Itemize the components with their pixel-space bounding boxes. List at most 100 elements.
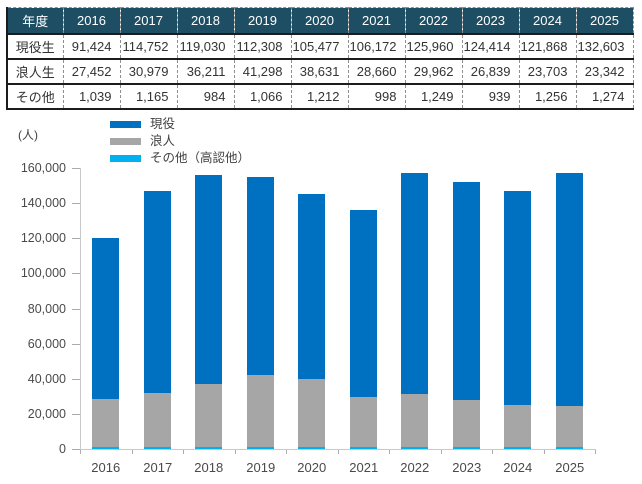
table-header-year: 2023 bbox=[462, 7, 520, 35]
x-axis-tick bbox=[544, 450, 545, 454]
table-cell: 998 bbox=[348, 83, 406, 110]
table-cell: 1,274 bbox=[576, 83, 634, 110]
x-axis-label: 2020 bbox=[297, 460, 327, 475]
bar-segment bbox=[504, 405, 531, 447]
x-axis-label: 2025 bbox=[555, 460, 585, 475]
y-axis-tick bbox=[72, 168, 80, 169]
y-axis-tick bbox=[72, 379, 80, 380]
table-row-label: 浪人生 bbox=[7, 58, 64, 85]
table-cell: 121,868 bbox=[519, 33, 577, 60]
table-row: その他 1,039 1,165 984 1,066 1,212 998 1,249 939 1,2… bbox=[7, 83, 634, 110]
x-axis-tick bbox=[286, 450, 287, 454]
legend-swatch bbox=[110, 137, 141, 145]
table-cell: 106,172 bbox=[348, 33, 406, 60]
bar-segment bbox=[556, 172, 583, 406]
x-axis-tick bbox=[183, 450, 184, 454]
bar-segment bbox=[350, 396, 377, 448]
x-axis-line bbox=[80, 449, 596, 450]
legend-item: その他（高認他） bbox=[110, 152, 350, 164]
y-axis-tick bbox=[72, 273, 80, 274]
y-axis-unit-label: (人) bbox=[18, 128, 38, 142]
table-cell: 1,256 bbox=[519, 83, 577, 110]
chart-legend: 現役浪人その他（高認他） bbox=[110, 118, 350, 169]
table-cell: 41,298 bbox=[234, 58, 292, 85]
x-axis-tick bbox=[80, 450, 81, 454]
table-cell: 30,979 bbox=[120, 58, 178, 85]
x-axis-label: 2016 bbox=[91, 460, 121, 475]
x-axis-tick bbox=[132, 450, 133, 454]
legend-label: 浪人 bbox=[150, 134, 176, 148]
table-cell: 1,249 bbox=[405, 83, 463, 110]
table-body: 現役生 91,424 114,752 119,030 112,308 105,477 106… bbox=[7, 33, 634, 110]
y-axis-tick-label: 0 bbox=[59, 442, 66, 456]
table-header-row: 年度 2016 2017 2018 2019 2020 2021 2022 2023 2024 20… bbox=[7, 7, 634, 35]
bar-segment bbox=[195, 447, 222, 449]
x-axis-label: 2019 bbox=[246, 460, 276, 475]
table-cell: 112,308 bbox=[234, 33, 292, 60]
table-cell: 114,752 bbox=[120, 33, 178, 60]
legend-item: 浪人 bbox=[110, 135, 350, 147]
table-header-year: 2017 bbox=[120, 7, 178, 35]
table-cell: 125,960 bbox=[405, 33, 463, 60]
table-cell: 1,165 bbox=[120, 83, 178, 110]
bar-segment bbox=[453, 447, 480, 449]
y-axis-tick bbox=[72, 238, 80, 239]
table-head: 年度 2016 2017 2018 2019 2020 2021 2022 2023 2024 20… bbox=[7, 7, 634, 35]
year-data-table: 年度 2016 2017 2018 2019 2020 2021 2022 2023 2024 20… bbox=[6, 7, 634, 110]
bar-segment bbox=[247, 374, 274, 448]
table-header-year: 2018 bbox=[177, 7, 235, 35]
table-cell: 939 bbox=[462, 83, 520, 110]
x-axis-tick bbox=[492, 450, 493, 454]
table-cell: 23,703 bbox=[519, 58, 577, 85]
table-header-year-label: 年度 bbox=[7, 7, 64, 35]
bar-segment bbox=[298, 193, 325, 379]
y-axis-tick-label: 40,000 bbox=[27, 372, 66, 386]
bar-segment bbox=[453, 181, 480, 401]
table-cell: 38,631 bbox=[291, 58, 349, 85]
legend-label: その他（高認他） bbox=[150, 151, 251, 165]
legend-swatch bbox=[110, 120, 141, 128]
bar-segment bbox=[350, 447, 377, 449]
y-axis-tick-label: 120,000 bbox=[20, 231, 66, 245]
bar-segment bbox=[556, 446, 583, 449]
table-header-year: 2021 bbox=[348, 7, 406, 35]
table-cell: 119,030 bbox=[177, 33, 235, 60]
y-axis-line bbox=[80, 168, 81, 449]
table-row: 浪人生 27,452 30,979 36,211 41,298 38,631 28,660 2… bbox=[7, 58, 634, 85]
table-header-year: 2024 bbox=[519, 7, 577, 35]
bar-segment bbox=[144, 447, 171, 449]
bar-segment bbox=[144, 392, 171, 447]
y-axis-tick-label: 80,000 bbox=[27, 302, 66, 316]
table-cell: 23,342 bbox=[576, 58, 634, 85]
y-axis-tick-label: 140,000 bbox=[20, 196, 66, 210]
bar-segment bbox=[92, 399, 119, 448]
x-axis-label: 2017 bbox=[143, 460, 173, 475]
x-axis-label: 2023 bbox=[452, 460, 482, 475]
table-cell: 984 bbox=[177, 83, 235, 110]
legend-label: 現役 bbox=[150, 117, 176, 131]
table-cell: 91,424 bbox=[63, 33, 121, 60]
y-axis-tick bbox=[72, 309, 80, 310]
table-header-year: 2019 bbox=[234, 7, 292, 35]
x-axis-label: 2022 bbox=[400, 460, 430, 475]
x-axis-label: 2018 bbox=[194, 460, 224, 475]
bar-segment bbox=[195, 383, 222, 448]
table-cell: 36,211 bbox=[177, 58, 235, 85]
y-axis-tick-label: 20,000 bbox=[27, 407, 66, 421]
stacked-bar-chart: (人) 現役浪人その他（高認他） 0 20,000 40,000 60,000 80,0… bbox=[0, 110, 642, 484]
bar-segment bbox=[195, 174, 222, 384]
table-header-year: 2025 bbox=[576, 7, 634, 35]
table-cell: 27,452 bbox=[63, 58, 121, 85]
table-cell: 1,039 bbox=[63, 83, 121, 110]
plot-area: 0 20,000 40,000 60,000 80,000 100,000 120,000 1… bbox=[0, 110, 642, 484]
table-cell: 26,839 bbox=[462, 58, 520, 85]
table-header-year: 2020 bbox=[291, 7, 349, 35]
y-axis-tick-label: 100,000 bbox=[20, 266, 66, 280]
bar-segment bbox=[92, 238, 119, 399]
y-axis-tick bbox=[72, 344, 80, 345]
x-axis-label: 2024 bbox=[503, 460, 533, 475]
bar-segment bbox=[298, 446, 325, 449]
table-cell: 28,660 bbox=[348, 58, 406, 85]
x-axis-tick bbox=[338, 450, 339, 454]
table-cell: 29,962 bbox=[405, 58, 463, 85]
